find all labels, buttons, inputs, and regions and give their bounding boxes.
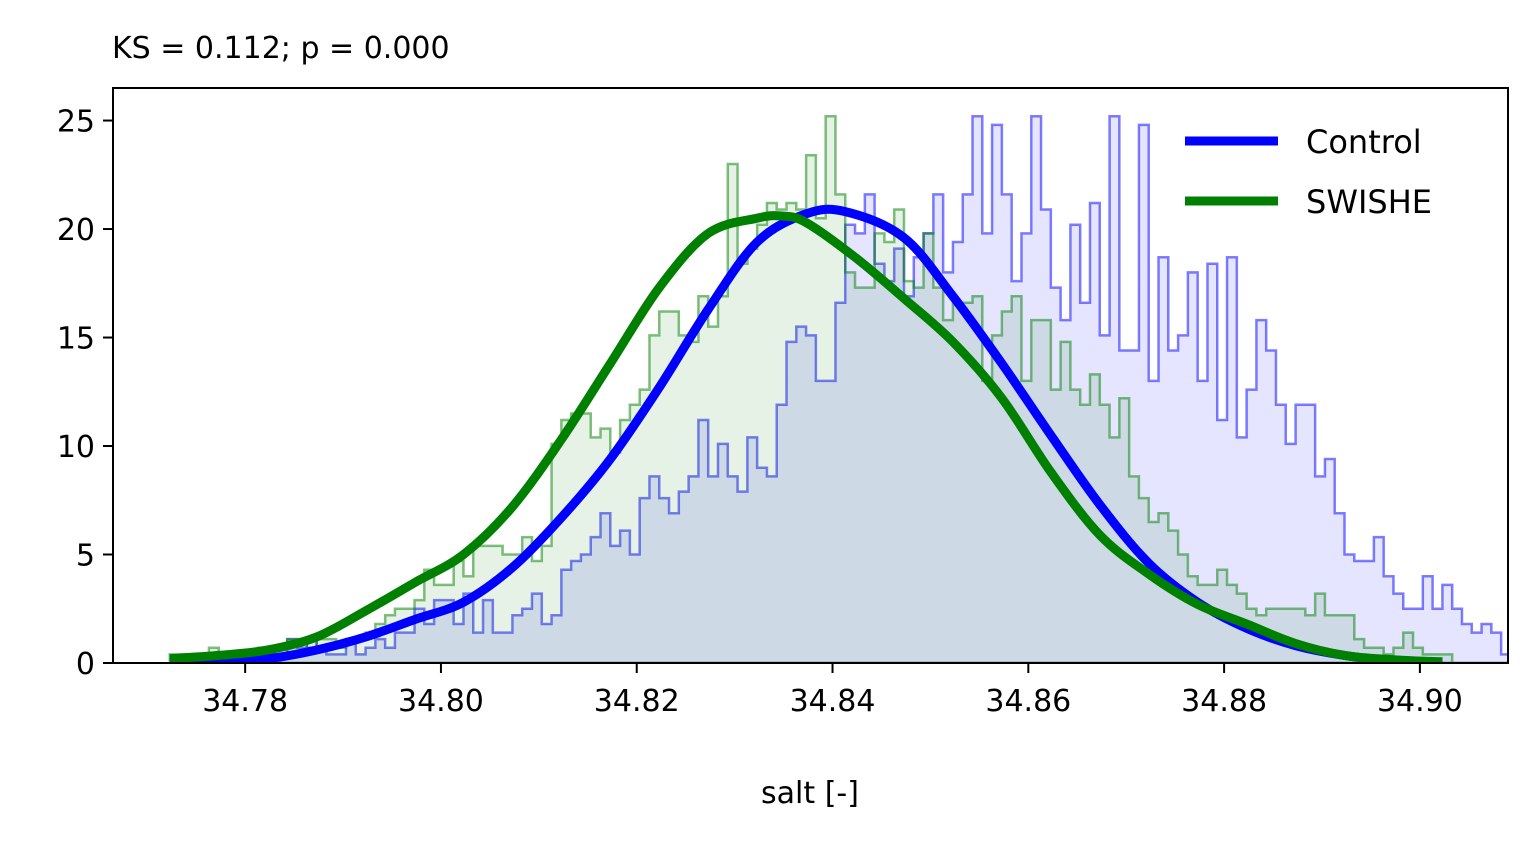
chart-title: KS = 0.112; p = 0.000 xyxy=(112,31,450,66)
x-tick-label: 34.86 xyxy=(985,684,1071,719)
legend-label-control: Control xyxy=(1306,123,1422,161)
swishe-kde-line xyxy=(169,211,1443,663)
swishe-histogram xyxy=(168,114,1508,663)
plot-area xyxy=(168,114,1508,663)
x-tick-label: 34.82 xyxy=(594,684,680,719)
x-tick-label: 34.80 xyxy=(398,684,484,719)
x-axis-label: salt [-] xyxy=(761,776,859,811)
plot-frame xyxy=(112,87,1509,664)
y-tick-label: 15 xyxy=(57,322,95,357)
y-tick-label: 25 xyxy=(57,105,95,140)
legend-label-swishe: SWISHE xyxy=(1306,183,1432,221)
x-tick-label: 34.90 xyxy=(1377,684,1463,719)
y-tick-label: 10 xyxy=(57,430,95,465)
legend: Control SWISHE xyxy=(1185,123,1432,221)
x-tick-label: 34.84 xyxy=(790,684,876,719)
y-tick-label: 0 xyxy=(76,647,95,682)
y-axis: 0 5 10 15 20 25 xyxy=(57,105,113,682)
x-tick-label: 34.88 xyxy=(1181,684,1267,719)
y-tick-label: 20 xyxy=(57,213,95,248)
y-tick-label: 5 xyxy=(76,539,95,574)
x-axis: 34.78 34.80 34.82 34.84 34.86 34.88 34.90 xyxy=(202,663,1463,719)
x-tick-label: 34.78 xyxy=(202,684,288,719)
